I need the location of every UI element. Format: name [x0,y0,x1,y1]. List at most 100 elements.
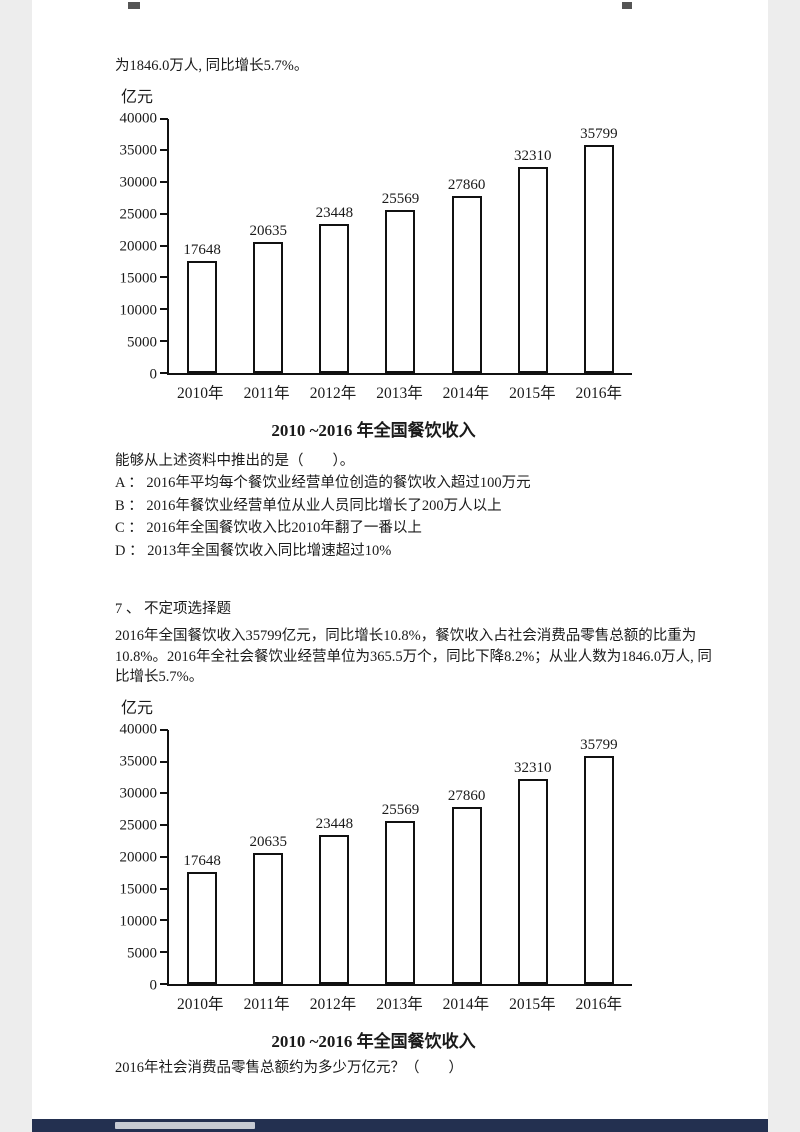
bar-value-label: 25569 [381,191,420,208]
bar-slot: 27860 [434,119,500,373]
y-tick-mark [160,244,168,247]
x-tick-label: 2014年 [442,995,490,1013]
x-tick-label: 2014年 [442,384,490,402]
x-axis-spacer [115,986,167,1014]
bar-slot: 20635 [235,730,301,984]
y-tick-label: 30000 [119,785,158,802]
y-tick-mark [160,212,168,215]
bar-slot: 17648 [169,730,235,984]
bar [253,241,284,373]
y-tick-mark [160,371,168,374]
bar [319,223,350,373]
y-tick-mark [160,792,168,795]
bar-slot: 32310 [500,119,566,373]
y-tick-mark [160,824,168,827]
y-tick-label: 15000 [119,270,158,287]
bar [385,821,416,984]
y-tick-label: 5000 [127,334,157,351]
option-d: D ： 2013年全国餐饮收入同比增速超过10% [115,542,392,559]
bar [583,145,614,373]
x-axis-row: 2010年 2011年 2012年 2013年 2014年 2015年 2016年 [115,986,718,1014]
y-tick-label: 20000 [119,238,158,255]
chart-title: 2010 ~2016 年全国餐饮收入 [271,1031,476,1051]
y-tick-mark [160,728,168,731]
y-tick-label: 15000 [119,881,158,898]
y-tick-mark [160,855,168,858]
bar-value-label: 23448 [315,204,354,221]
bar-slot: 20635 [235,119,301,373]
option-c: C ： 2016年全国餐饮收入比2010年翻了一番以上 [115,520,422,537]
y-tick-label: 40000 [119,110,158,127]
question-stem: 能够从上述资料中推出的是（ ）。 [115,452,355,469]
x-axis-row: 2010年 2011年 2012年 2013年 2014年 2015年 2016年 [115,375,718,403]
bar-value-label: 27860 [447,787,486,804]
x-tick-label: 2011年 [243,995,290,1013]
question-6-block: 能够从上述资料中推出的是（ ）。 A ： 2016年平均每个餐饮业经营单位创造的… [115,451,718,562]
option-b: B ： 2016年餐饮业经营单位从业人员同比增长了200万人以上 [115,497,502,514]
y-tick-mark [160,919,168,922]
y-tick-label: 0 [149,366,158,383]
y-tick-label: 10000 [119,302,158,319]
y-tick-mark [160,276,168,279]
y-axis: 40000 35000 30000 25000 20000 15000 10000 5000 0 [115,110,167,382]
y-tick-mark [160,982,168,985]
y-tick-label: 5000 [127,945,157,962]
bar [253,852,284,984]
footer-bar [32,1119,768,1132]
bar-slot: 23448 [301,730,367,984]
bar-value-label: 23448 [315,815,354,832]
chart-title: 2010 ~2016 年全国餐饮收入 [271,420,476,440]
cropped-text-artifact [622,2,632,9]
x-tick-label: 2013年 [376,384,423,402]
bar [187,871,218,984]
y-tick-label: 10000 [119,913,158,930]
bar [583,756,614,984]
bar [385,210,416,373]
x-tick-label: 2011年 [243,384,290,402]
bar [319,834,350,984]
y-tick-mark [160,117,168,120]
x-axis-labels: 2010年 2011年 2012年 2013年 2014年 2015年 2016年 [167,381,632,403]
bar-slot: 35799 [566,119,632,373]
x-tick-label: 2010年 [176,384,224,402]
y-tick-label: 25000 [119,206,158,223]
y-tick-mark [160,951,168,954]
x-tick-label: 2015年 [509,384,556,402]
x-tick-label: 2012年 [309,384,357,402]
y-tick-label: 40000 [119,721,158,738]
x-tick-label: 2015年 [509,995,556,1013]
bar-value-label: 35799 [580,126,618,143]
bar-value-label: 17648 [183,241,221,258]
bar [517,778,548,984]
x-axis-labels: 2010年 2011年 2012年 2013年 2014年 2015年 2016年 [167,992,632,1014]
bar-value-label: 20635 [249,222,287,239]
question-7-header: 7 、 不定项选择题 [115,601,231,618]
x-tick-label: 2012年 [309,995,357,1013]
bar-value-label: 32310 [514,148,552,165]
plot-area: 17648 20635 23448 25569 27860 32310 35799 [160,117,632,375]
y-tick-mark [160,149,168,152]
bar-value-label: 32310 [514,759,552,776]
bar-value-label: 25569 [381,802,420,819]
bar-slot: 32310 [500,730,566,984]
y-tick-label: 35000 [119,142,158,159]
question-7-passage: 2016年全国餐饮收入35799亿元，同比增长10.8%，餐饮收入占社会消费品零… [115,628,712,686]
y-axis-unit-label: 亿元 [121,88,154,106]
y-tick-mark [160,181,168,184]
bar-slot: 25569 [367,119,433,373]
y-tick-mark [160,339,168,342]
bar [517,167,548,373]
bar-slot: 35799 [566,730,632,984]
bar-value-label: 27860 [447,176,486,193]
cropped-text-artifact [128,2,140,9]
y-tick-label: 0 [149,977,158,994]
y-tick-label: 35000 [119,753,158,770]
bar [187,260,218,373]
bar-value-label: 17648 [183,852,221,869]
y-tick-label: 20000 [119,849,158,866]
footer-text-hint [115,1122,255,1129]
bar-slot: 23448 [301,119,367,373]
catering-revenue-chart-1: 亿元 40000 35000 30000 25000 20000 15000 10000 50… [115,83,718,441]
passage-continuation-line: 为1846.0万人, 同比增长5.7%。 [115,58,309,74]
y-axis-unit-label: 亿元 [121,699,154,717]
